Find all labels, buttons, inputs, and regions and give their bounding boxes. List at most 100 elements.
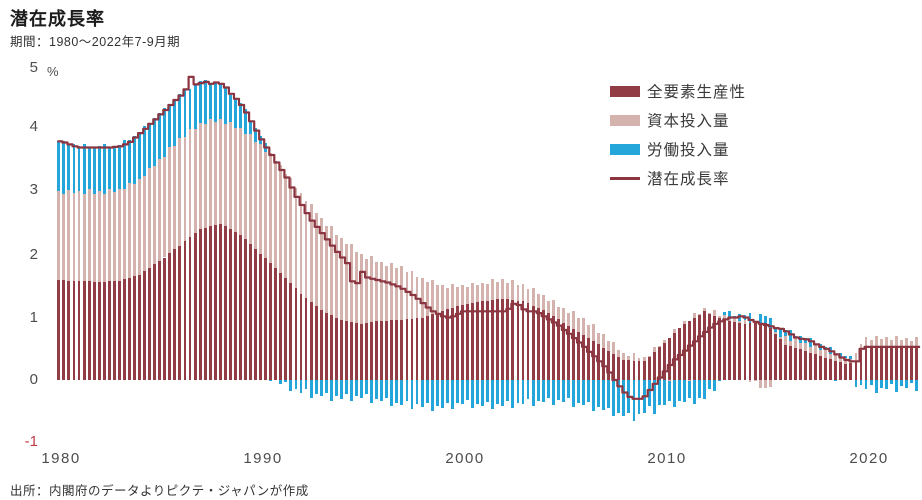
tfp-bar	[355, 322, 358, 380]
tfp-bar	[602, 347, 606, 380]
tfp-bar	[143, 271, 147, 380]
labor-bar	[632, 380, 636, 421]
capital-bar	[582, 318, 585, 335]
legend-label-labor: 労働投入量	[647, 142, 730, 159]
capital-bar	[864, 336, 868, 346]
labor-bar	[713, 380, 717, 392]
capital-bar	[809, 346, 812, 353]
labor-bar	[67, 145, 71, 190]
labor-bar	[617, 380, 621, 414]
labor-bar	[864, 380, 868, 390]
labor-bar	[128, 140, 131, 183]
labor-bar	[203, 80, 207, 125]
capital-bar	[526, 289, 530, 304]
tfp-bar	[62, 280, 66, 380]
tfp-bar	[799, 349, 802, 380]
tfp-bar	[148, 268, 152, 380]
labor-bar	[491, 380, 495, 410]
labor-bar	[461, 380, 464, 404]
tfp-bar	[854, 361, 858, 380]
capital-bar	[233, 127, 237, 232]
tfp-bar	[476, 301, 480, 380]
labor-bar	[198, 81, 202, 123]
capital-bar	[521, 283, 525, 302]
labor-bar	[455, 380, 459, 404]
x-tick-2020: 2020	[849, 450, 889, 467]
capital-bar	[758, 380, 762, 388]
tfp-bar	[163, 257, 167, 380]
tfp-bar	[617, 356, 621, 380]
capital-bar	[728, 318, 732, 321]
capital-bar	[193, 128, 197, 234]
capital-bar	[385, 266, 389, 321]
tfp-bar	[899, 345, 903, 380]
tfp-bar	[274, 267, 278, 380]
tfp-bar	[233, 231, 237, 380]
labor-bar	[521, 380, 525, 404]
tfp-bar	[319, 310, 323, 380]
tfp-bar	[571, 328, 575, 380]
tfp-bar	[72, 280, 76, 380]
labor-bar	[324, 380, 328, 393]
capital-bar	[587, 325, 591, 339]
labor-bar	[612, 380, 616, 417]
tfp-bar	[87, 281, 91, 380]
labor-bar	[768, 317, 772, 329]
tfp-bar	[279, 272, 283, 380]
tfp-bar	[82, 281, 86, 380]
x-tick-1990: 1990	[243, 450, 283, 467]
labor-bar	[415, 380, 419, 405]
capital-bar	[556, 306, 560, 320]
labor-bar	[607, 380, 611, 408]
tfp-bar	[57, 280, 61, 380]
labor-bar	[405, 380, 409, 402]
tfp-bar	[92, 281, 96, 380]
capital-bar	[138, 178, 141, 275]
tfp-bar	[763, 322, 767, 380]
tfp-bar	[718, 317, 722, 380]
capital-bar	[904, 338, 908, 346]
labor-bar	[652, 380, 656, 415]
legend-item-labor: 労働投入量	[610, 138, 910, 160]
labor-bar	[188, 89, 192, 129]
capital-bar	[546, 301, 550, 314]
labor-bar	[506, 380, 510, 402]
tfp-bar	[269, 263, 273, 380]
capital-bar	[289, 177, 293, 284]
capital-bar	[839, 357, 843, 362]
tfp-bar	[824, 357, 828, 380]
labor-bar	[168, 105, 172, 147]
tfp-bar	[380, 320, 384, 380]
labor-bar	[577, 380, 580, 403]
labor-bar	[677, 380, 681, 401]
tfp-bar	[218, 223, 222, 380]
capital-bar	[597, 332, 601, 345]
labor-bar	[375, 380, 379, 399]
labor-bar	[344, 380, 348, 395]
labor-bar	[834, 380, 838, 381]
capital-bar	[430, 280, 434, 315]
capital-bar	[284, 174, 288, 278]
tfp-bar	[884, 345, 888, 380]
tfp-bar	[370, 321, 374, 380]
labor-bar	[566, 380, 570, 399]
y-tick-1: 1	[29, 309, 38, 326]
labor-bar	[889, 380, 893, 385]
tfp-bar	[637, 360, 641, 380]
labor-bar	[112, 145, 116, 192]
capital-bar	[703, 308, 707, 312]
labor-bar	[410, 380, 414, 410]
labor-bar	[854, 380, 858, 387]
tfp-bar	[178, 245, 182, 380]
labor-bar	[153, 118, 157, 166]
tfp-bar	[889, 345, 893, 380]
tfp-bar	[173, 249, 177, 380]
capital-bar	[244, 134, 247, 240]
labor-bar	[193, 85, 197, 129]
labor-bar	[107, 146, 111, 189]
tfp-bar	[445, 309, 449, 380]
tfp-bar	[688, 320, 691, 380]
capital-bar	[561, 307, 565, 323]
tfp-bar	[693, 317, 696, 380]
capital-bar	[592, 324, 596, 342]
